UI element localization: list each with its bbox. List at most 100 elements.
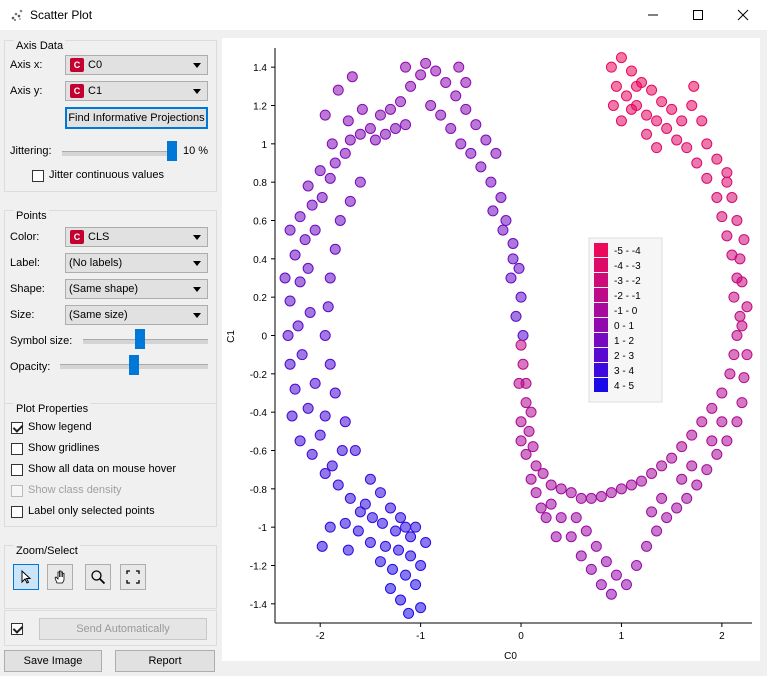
data-point [356,103,368,115]
data-point [510,310,522,322]
data-point [316,192,328,203]
zoom-select-group: Zoom/Select [4,545,217,609]
data-point [570,512,582,524]
label-combo[interactable]: (No labels) [65,253,208,273]
pointer-icon[interactable] [13,564,39,590]
send-automatically-button[interactable]: Send Automatically [39,618,207,640]
data-point [306,448,318,460]
fit-view-icon[interactable] [120,564,146,590]
data-point [410,521,422,533]
data-point [525,406,537,418]
data-point [527,441,539,453]
scatter-plot-area[interactable]: -2 -1 0 1 2 -1.4 -1.2 -1 -0.8 -0.6 -0.4 -0.2 0 0.2 0.4… [222,38,760,662]
data-point [610,80,622,92]
save-image-button[interactable]: Save Image [4,650,102,672]
data-point [555,483,567,495]
legend-label: 2 - 3 [614,351,634,362]
data-point [294,211,306,223]
data-point [374,109,386,121]
data-point [319,330,331,341]
data-point [738,234,750,246]
jittering-slider-handle[interactable] [167,141,177,161]
size-combo[interactable]: (Same size) [65,305,208,325]
data-point [405,531,417,543]
y-tick-label: 0.4 [253,255,267,266]
data-point [319,410,331,422]
data-point [716,416,728,428]
axis-x-combo[interactable]: C C0 [65,55,208,75]
close-icon[interactable] [720,0,765,30]
data-point [379,540,391,552]
data-point [445,123,457,134]
maximize-icon[interactable] [675,0,720,30]
magnifier-zoom-icon[interactable] [85,564,111,590]
data-point [724,368,736,380]
data-point [384,583,396,594]
jittering-slider-track[interactable] [62,151,172,156]
data-point [430,65,442,77]
data-point [520,448,532,460]
data-point [656,460,668,472]
jittering-label: Jittering: [10,145,52,157]
plot-property-label: Show legend [28,421,92,433]
data-point [369,134,381,146]
data-point [324,521,336,533]
send-automatically-checkbox[interactable] [11,623,23,635]
data-point [485,176,497,188]
data-point [721,176,733,188]
color-combo[interactable]: C CLS [65,227,208,247]
data-point [339,147,351,159]
axis-y-combo[interactable]: C C1 [65,81,208,101]
label-value: (No labels) [69,257,123,269]
chevron-down-icon [193,234,201,240]
shape-combo[interactable]: (Same shape) [65,279,208,299]
data-point [530,460,542,472]
data-point [728,291,740,303]
find-informative-projections-button[interactable]: Find Informative Projections [65,107,208,129]
scatter-plot-chart[interactable]: -2 -1 0 1 2 -1.4 -1.2 -1 -0.8 -0.6 -0.4 -0.2 0 0.2 0.4… [222,38,760,662]
plot-property-checkbox[interactable] [11,464,23,476]
data-point [646,84,658,96]
data-point [721,167,733,179]
data-point [505,272,517,284]
data-point [600,556,612,568]
data-point [736,397,748,409]
data-point [279,272,291,284]
data-point [366,512,378,524]
data-point [339,416,351,428]
data-point [641,540,653,552]
legend-label: -1 - 0 [614,306,638,317]
y-tick-label: -1 [258,523,267,534]
legend-swatch [594,258,608,272]
plot-property-checkbox[interactable] [11,443,23,455]
data-point [289,383,301,395]
y-tick-label: 1.2 [253,102,267,113]
data-point [395,96,407,108]
plot-property-checkbox[interactable] [11,422,23,434]
data-point [359,498,371,510]
data-point [339,517,351,529]
data-point [309,377,321,389]
data-point [721,435,733,447]
report-button[interactable]: Report [115,650,215,672]
data-point [480,134,492,146]
data-point [610,569,622,581]
chevron-down-icon [193,286,201,292]
plot-property-checkbox[interactable] [11,506,23,518]
symbol-size-slider-track[interactable] [83,339,208,344]
jitter-continuous-checkbox[interactable] [32,170,44,182]
data-point [711,192,723,203]
minimize-icon[interactable] [630,0,675,30]
data-point [329,157,341,169]
data-point [550,531,562,543]
symbol-size-slider-handle[interactable] [134,329,145,349]
data-point [731,416,743,428]
data-point [734,310,746,322]
hand-pan-icon[interactable] [47,564,73,590]
data-point [688,80,700,92]
opacity-slider-handle[interactable] [129,355,139,375]
data-point [615,115,627,127]
data-point [364,537,376,548]
data-point [605,487,617,499]
data-point [625,103,637,115]
